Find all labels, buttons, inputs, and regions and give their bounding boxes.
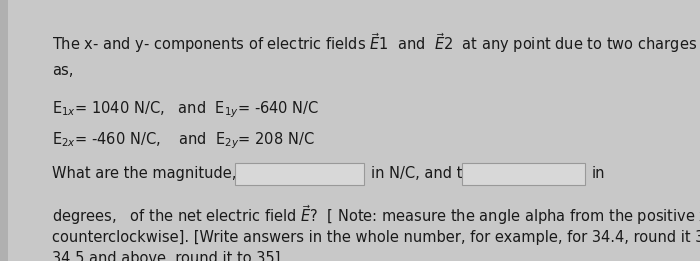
FancyBboxPatch shape [0, 0, 8, 261]
Text: The x- and y- components of electric fields $\vec{E}$1  and  $\vec{E}$2  at any : The x- and y- components of electric fie… [52, 31, 700, 55]
Text: 34.5 and above  round it to 35]: 34.5 and above round it to 35] [52, 251, 281, 261]
FancyBboxPatch shape [234, 163, 364, 185]
Text: counterclockwise]. [Write answers in the whole number, for example, for 34.4, ro: counterclockwise]. [Write answers in the… [52, 230, 700, 245]
Text: What are the magnitude,: What are the magnitude, [52, 166, 237, 181]
Text: in N/C, and the direction: in N/C, and the direction [371, 166, 550, 181]
Text: E$_{1x}$= 1040 N/C,   and  E$_{1y}$= -640 N/C: E$_{1x}$= 1040 N/C, and E$_{1y}$= -640 N… [52, 99, 320, 120]
Text: in: in [592, 166, 605, 181]
FancyBboxPatch shape [462, 163, 584, 185]
Text: E$_{2x}$= -460 N/C,    and  E$_{2y}$= 208 N/C: E$_{2x}$= -460 N/C, and E$_{2y}$= 208 N/… [52, 130, 315, 151]
Text: as,: as, [52, 63, 74, 78]
Text: degrees,   of the net electric field $\vec{E}$?  [ Note: measure the angle alpha: degrees, of the net electric field $\vec… [52, 204, 700, 227]
